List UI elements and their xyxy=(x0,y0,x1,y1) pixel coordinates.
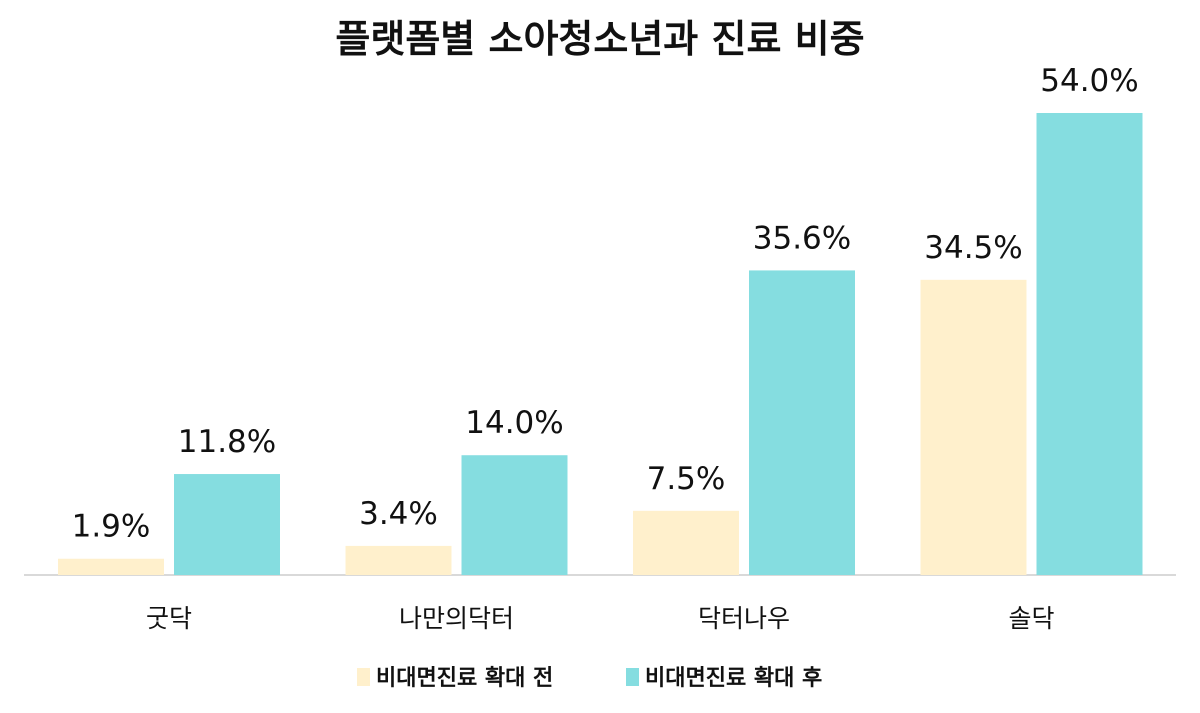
legend-swatch-after xyxy=(626,668,639,686)
value-labels-group: 1.9% 11.8% 3.4% 14.0% 7.5% 35.6% 34.5% 54.0% xyxy=(72,63,1139,545)
bar-after-1 xyxy=(461,455,568,575)
category-label-0: 굿닥 xyxy=(146,604,192,633)
category-labels-group: 굿닥 나만의닥터 닥터나우 솔닥 xyxy=(146,604,1055,633)
chart-title: 플랫폼별 소아청소년과 진료 비중 xyxy=(335,17,864,61)
bar-before-3 xyxy=(920,279,1027,575)
value-label-before-0: 1.9% xyxy=(72,509,151,545)
category-label-1: 나만의닥터 xyxy=(399,604,514,633)
value-label-before-1: 3.4% xyxy=(359,496,438,532)
value-label-after-3: 54.0% xyxy=(1040,63,1138,99)
value-label-before-3: 34.5% xyxy=(924,230,1022,266)
legend-label-before: 비대면진료 확대 전 xyxy=(376,666,553,691)
bar-after-2 xyxy=(749,270,855,575)
legend-label-after: 비대면진료 확대 후 xyxy=(645,666,822,691)
bar-before-1 xyxy=(345,545,452,575)
value-label-after-0: 11.8% xyxy=(178,424,276,460)
category-label-2: 닥터나우 xyxy=(698,604,790,633)
bar-after-3 xyxy=(1036,113,1143,575)
bar-before-0 xyxy=(58,558,164,575)
bar-after-0 xyxy=(174,474,280,575)
legend: 비대면진료 확대 전 비대면진료 확대 후 xyxy=(357,666,822,691)
bar-before-2 xyxy=(633,510,739,575)
category-label-3: 솔닥 xyxy=(1008,604,1054,633)
value-label-after-2: 35.6% xyxy=(753,220,851,256)
legend-swatch-before xyxy=(357,668,370,686)
value-label-after-1: 14.0% xyxy=(465,405,563,441)
value-label-before-2: 7.5% xyxy=(647,461,726,497)
bars-group xyxy=(58,113,1143,575)
